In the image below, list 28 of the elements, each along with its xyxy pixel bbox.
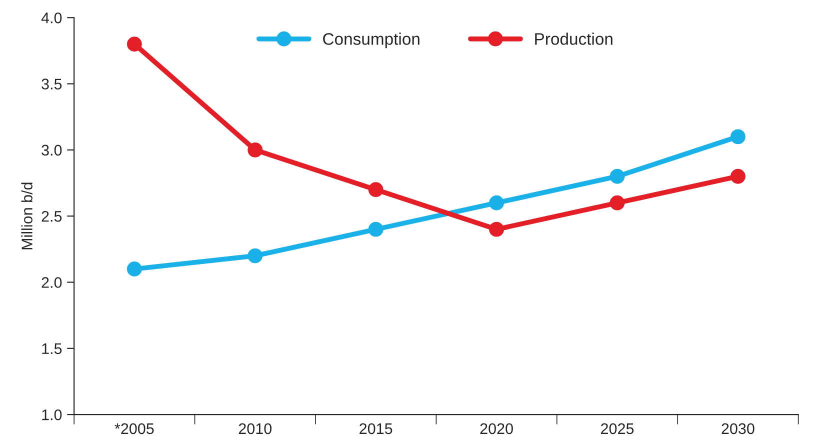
x-tick-label: 2020 <box>480 423 513 434</box>
point <box>610 168 625 184</box>
x-tick-label: 2025 <box>601 423 634 434</box>
point <box>126 262 142 276</box>
y-tick-label: 3.0 <box>42 144 62 156</box>
x-tick-label: 2030 <box>722 423 754 434</box>
legend-label: Production <box>535 32 612 45</box>
y-tick-label: 2.5 <box>42 210 62 222</box>
x-tick-label: *2005 <box>114 423 154 434</box>
point <box>489 195 504 210</box>
legend-label: Consumption <box>323 32 420 48</box>
point <box>248 142 263 158</box>
y-tick-label: 2.0 <box>42 277 62 288</box>
point <box>248 248 263 264</box>
point <box>730 129 746 144</box>
point <box>610 195 625 210</box>
y-tick-label: 4.0 <box>41 12 62 24</box>
x-tick-label: 2010 <box>238 423 272 434</box>
point <box>126 36 142 52</box>
y-tick-label: 1.0 <box>42 409 62 420</box>
point <box>368 182 384 198</box>
y-axis-title: Million b/d <box>21 182 32 250</box>
point <box>489 222 504 237</box>
y-tick-label: 1.5 <box>42 343 62 354</box>
point <box>368 222 384 237</box>
x-tick-label: 2015 <box>360 423 392 434</box>
y-tick-label: 3.5 <box>42 78 62 90</box>
point <box>730 168 746 184</box>
